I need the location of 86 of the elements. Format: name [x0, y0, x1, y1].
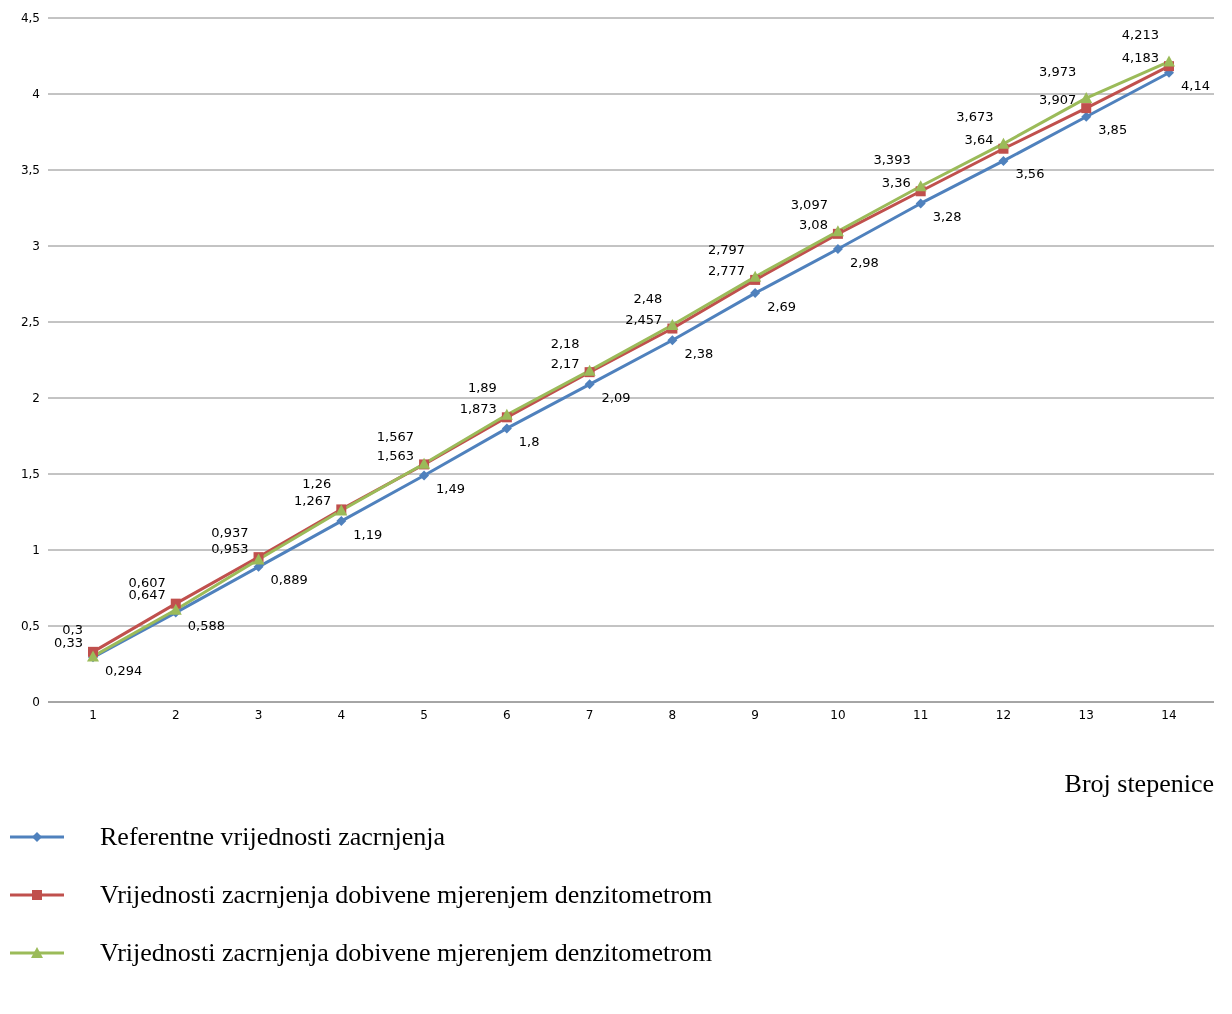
y-tick-label: 1	[32, 543, 40, 558]
point	[336, 516, 347, 527]
legend-label: Vrijednosti zacrnjenja dobivene mjerenjem denzitometrom	[100, 938, 713, 968]
x-tick-label: 8	[668, 707, 677, 722]
x-tick-label: 2	[171, 707, 180, 722]
point	[832, 244, 843, 255]
point	[915, 198, 926, 209]
data-label: 2,69	[767, 298, 797, 314]
point	[1080, 92, 1093, 104]
data-label: 3,673	[956, 109, 994, 125]
data-label: 2,38	[684, 345, 714, 361]
point	[419, 470, 430, 481]
point	[500, 408, 513, 420]
point	[749, 270, 762, 282]
data-label: 2,797	[707, 242, 746, 258]
data-label: 3,56	[1015, 166, 1045, 182]
data-label: 3,973	[1039, 63, 1077, 79]
data-label: 1,89	[467, 380, 497, 396]
data-label: 0,33	[54, 635, 83, 651]
x-tick-label: 6	[503, 707, 511, 722]
legend-label: Referentne vrijednosti zacrnjenja	[100, 822, 446, 852]
data-label: 2,17	[550, 355, 580, 371]
data-label: 3,85	[1098, 122, 1128, 138]
x-tick-label: 9	[751, 707, 759, 722]
x-tick-label: 14	[1161, 707, 1177, 722]
data-label: 3,64	[964, 132, 994, 148]
data-label: 4,213	[1121, 27, 1159, 43]
data-label: 1,8	[518, 433, 540, 449]
point	[169, 603, 182, 615]
data-label: 0,294	[105, 662, 143, 678]
point	[914, 180, 927, 192]
data-label: 1,49	[436, 481, 466, 497]
data-label: 3,08	[798, 217, 828, 233]
y-tick-label: 4,5	[20, 11, 40, 26]
data-label: 0,588	[187, 618, 225, 634]
data-label: 2,457	[625, 312, 663, 328]
y-tick-label: 0,5	[20, 619, 40, 634]
point	[666, 319, 679, 331]
x-tick-label: 11	[913, 707, 929, 722]
data-label: 1,26	[302, 475, 332, 491]
x-tick-label: 3	[254, 707, 263, 722]
data-label: 3,393	[873, 151, 911, 167]
point	[750, 288, 761, 299]
data-label: 0,937	[211, 525, 249, 541]
data-label: 4,183	[1121, 49, 1159, 65]
data-label: 1,567	[376, 429, 415, 445]
point	[584, 379, 595, 390]
y-tick-label: 3,5	[20, 163, 40, 178]
data-label: 1,19	[353, 526, 383, 542]
point	[501, 423, 512, 434]
data-label: 1,873	[459, 400, 497, 416]
y-tick-label: 2,5	[20, 315, 40, 330]
x-tick-label: 13	[1078, 707, 1094, 722]
data-label: 2,09	[601, 389, 631, 405]
x-axis-title: Broj stepenice	[1064, 769, 1214, 798]
data-label: 0,889	[270, 572, 308, 588]
x-tick-label: 5	[420, 707, 428, 722]
data-label: 2,48	[633, 290, 663, 306]
data-label: 1,563	[376, 447, 415, 463]
x-tick-label: 12	[995, 707, 1012, 722]
point	[667, 335, 678, 346]
point	[997, 137, 1010, 149]
y-tick-label: 4	[32, 87, 40, 102]
data-label: 2,98	[849, 254, 879, 270]
y-tick-label: 3	[32, 239, 40, 254]
data-label: 0,953	[211, 540, 249, 556]
data-label: 1,267	[294, 492, 332, 508]
data-label: 3,28	[932, 208, 962, 224]
y-tick-label: 2	[32, 391, 40, 406]
data-label: 2,18	[550, 336, 580, 352]
legend-label: Vrijednosti zacrnjenja dobivene mjerenjem denzitometrom	[100, 880, 713, 910]
y-tick-label: 1,5	[20, 467, 40, 482]
x-tick-label: 1	[89, 707, 97, 722]
data-label: 3,36	[881, 174, 911, 190]
point	[998, 155, 1009, 166]
data-label: 3,097	[790, 196, 828, 212]
y-tick-label: 0	[32, 695, 40, 710]
data-label: 0,3	[62, 621, 83, 637]
data-label: 4,14	[1181, 78, 1210, 94]
x-tick-label: 7	[585, 707, 594, 722]
point	[1163, 55, 1175, 67]
data-label: 3,907	[1039, 91, 1077, 107]
data-label: 2,777	[707, 263, 746, 279]
point	[1081, 103, 1092, 114]
x-tick-label: 4	[337, 707, 346, 722]
x-tick-label: 10	[830, 707, 846, 722]
